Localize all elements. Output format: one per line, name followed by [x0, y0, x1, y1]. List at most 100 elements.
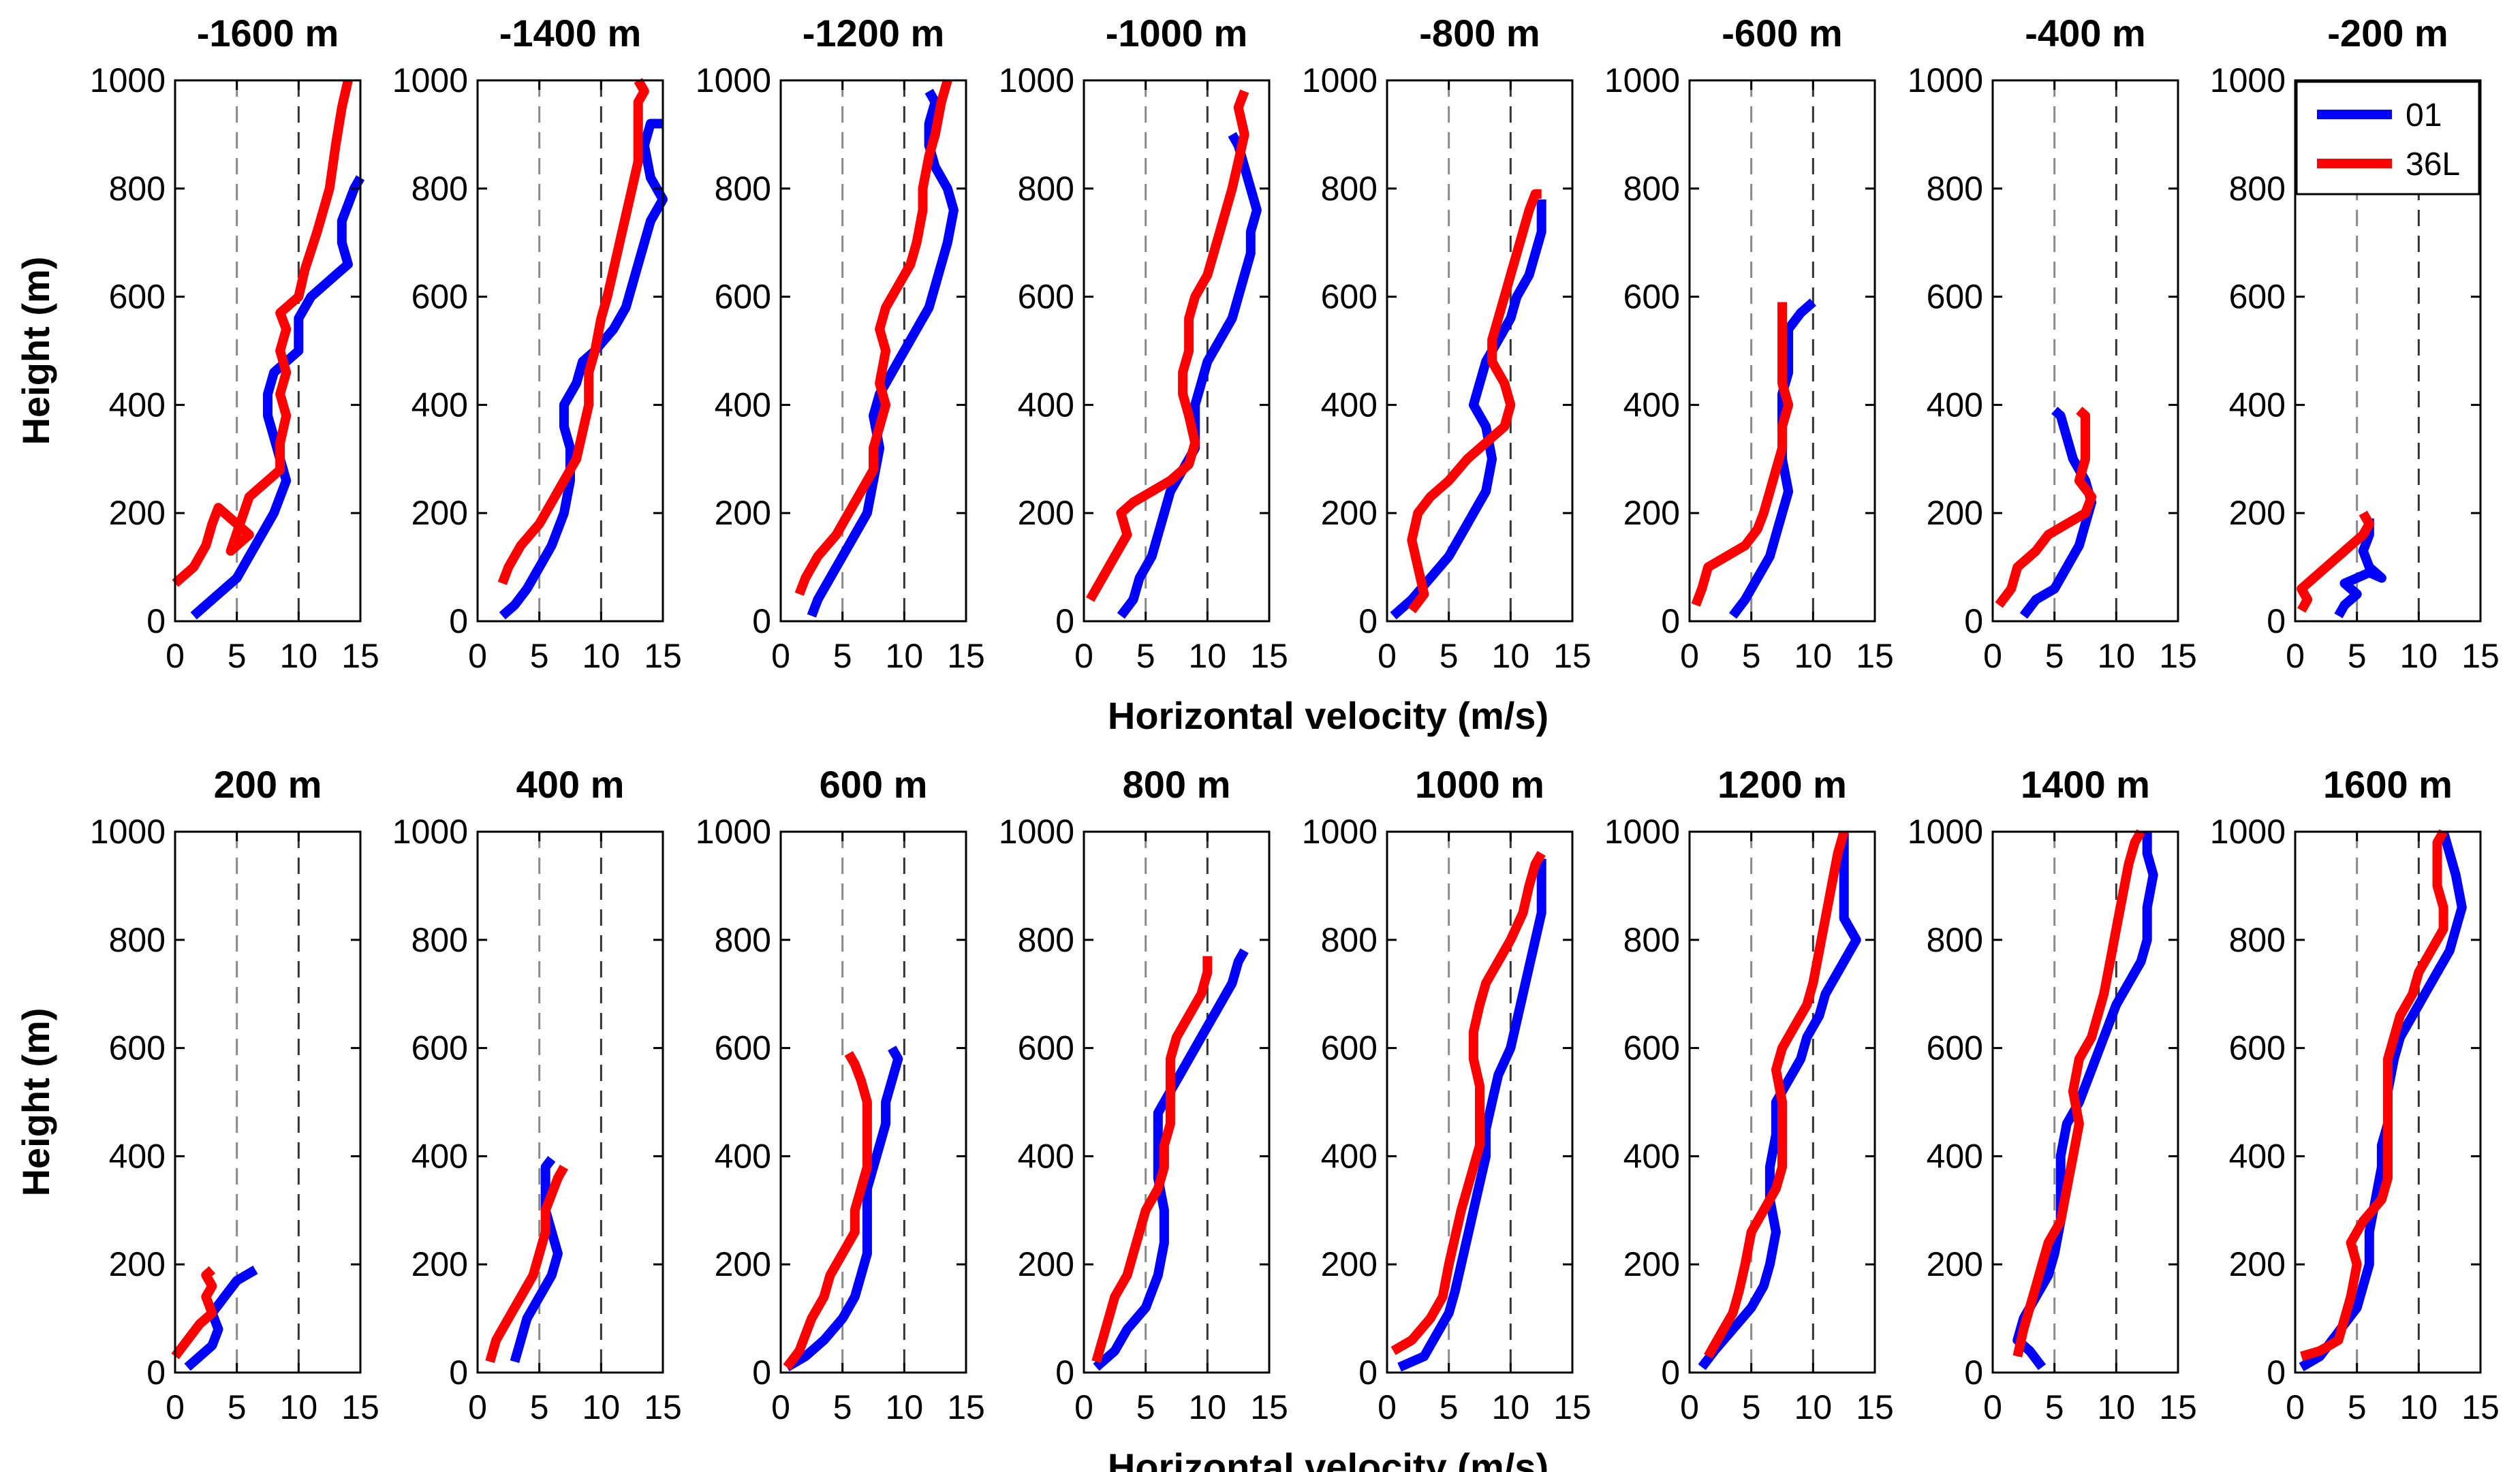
- y-tick-label: 400: [2229, 386, 2286, 424]
- x-tick-label: 10: [582, 637, 621, 675]
- x-tick-label: 15: [1250, 637, 1288, 675]
- x-tick-label: 0: [1983, 1388, 2002, 1426]
- panel-title: 200 m: [214, 763, 322, 806]
- x-tick-label: 5: [1136, 637, 1155, 675]
- x-tick-label: 0: [2286, 637, 2305, 675]
- y-tick-label: 400: [1018, 1137, 1074, 1175]
- x-tick-label: 15: [1553, 637, 1591, 675]
- y-tick-label: 600: [1927, 1029, 1983, 1067]
- y-tick-label: 0: [1964, 1353, 1983, 1392]
- panel-7: 0 5 10 15 0 200 400 600 800 1000 -400 m: [1908, 12, 2197, 675]
- y-tick-label: 200: [715, 1245, 771, 1283]
- panel-title: -1000 m: [1106, 12, 1248, 54]
- legend-box: [2295, 80, 2480, 195]
- y-tick-label: 800: [411, 921, 468, 959]
- panel-title: 400 m: [516, 763, 625, 806]
- panel-12: 0 5 10 15 0 200 400 600 800 1000 800 m: [999, 763, 1288, 1426]
- y-tick-label: 600: [1321, 278, 1378, 316]
- y-tick-label: 1000: [1604, 61, 1680, 99]
- y-tick-label: 200: [411, 494, 468, 532]
- y-tick-label: 800: [715, 921, 771, 959]
- x-tick-label: 10: [1492, 637, 1530, 675]
- y-tick-label: 800: [1927, 170, 1983, 208]
- y-tick-label: 0: [2267, 1353, 2286, 1392]
- y-tick-label: 400: [1321, 386, 1378, 424]
- y-tick-label: 0: [146, 602, 166, 640]
- panel-6: 0 5 10 15 0 200 400 600 800 1000 -600 m: [1604, 12, 1894, 675]
- x-tick-label: 0: [771, 637, 790, 675]
- y-tick-label: 400: [1623, 1137, 1680, 1175]
- x-tick-label: 10: [2098, 637, 2136, 675]
- series-line-01: [1728, 298, 1816, 619]
- legend-label-01: 01: [2406, 97, 2442, 134]
- panel-2: 0 5 10 15 0 200 400 600 800 1000 -1400 m: [392, 12, 682, 675]
- x-tick-label: 5: [833, 1388, 852, 1426]
- x-tick-label: 15: [1553, 1388, 1591, 1426]
- x-tick-label: 15: [2461, 637, 2500, 675]
- panel-title: -200 m: [2327, 12, 2448, 54]
- series-line-01: [1093, 948, 1249, 1371]
- x-tick-label: 0: [166, 1388, 185, 1426]
- y-tick-label: 600: [715, 1029, 771, 1067]
- panel-15: 0 5 10 15 0 200 400 600 800 1000 1400 m: [1908, 763, 2197, 1426]
- x-tick-label: 15: [341, 637, 379, 675]
- series-line-01: [2334, 518, 2386, 618]
- y-tick-label: 0: [1661, 1353, 1680, 1392]
- axes-frame: [1688, 830, 1876, 1374]
- y-tick-label: 800: [411, 170, 468, 208]
- x-tick-label: 10: [2098, 1388, 2136, 1426]
- series-line-01: [807, 89, 959, 618]
- y-tick-label: 200: [2229, 1245, 2286, 1283]
- y-tick-label: 800: [1623, 921, 1680, 959]
- x-tick-label: 0: [1074, 1388, 1093, 1426]
- y-tick-label: 400: [109, 386, 166, 424]
- panel-5: 0 5 10 15 0 200 400 600 800 1000 -800 m: [1302, 12, 1591, 675]
- axes-frame: [476, 830, 664, 1374]
- axes-frame: [174, 79, 362, 623]
- y-tick-label: 0: [1055, 602, 1074, 640]
- y-tick-label: 200: [1927, 494, 1983, 532]
- panel-title: -1400 m: [499, 12, 642, 54]
- panel-3: 0 5 10 15 0 200 400 600 800 1000 -1200 m: [696, 12, 985, 675]
- x-tick-label: 0: [166, 637, 185, 675]
- panel-14: 0 5 10 15 0 200 400 600 800 1000 1200 m: [1604, 763, 1894, 1426]
- x-tick-label: 15: [2159, 637, 2197, 675]
- series-line-01: [190, 175, 365, 620]
- x-tick-label: 0: [771, 1388, 790, 1426]
- x-tick-label: 10: [2400, 1388, 2438, 1426]
- axes-frame: [476, 79, 664, 623]
- x-tick-label: 0: [1680, 1388, 1699, 1426]
- x-tick-label: 5: [228, 1388, 247, 1426]
- series-line-36L: [497, 78, 649, 585]
- x-tick-label: 15: [1250, 1388, 1288, 1426]
- x-tick-label: 0: [1378, 637, 1397, 675]
- series-line-36L: [783, 1051, 872, 1371]
- y-tick-label: 600: [1321, 1029, 1378, 1067]
- series-line-36L: [1091, 956, 1213, 1364]
- y-tick-label: 800: [109, 921, 166, 959]
- x-axis-label: Horizontal velocity (m/s): [1108, 1445, 1549, 1472]
- y-tick-label: 600: [1623, 1029, 1680, 1067]
- panel-title: -1200 m: [803, 12, 945, 54]
- panel-title: 600 m: [820, 763, 928, 806]
- y-tick-label: 400: [1321, 1137, 1378, 1175]
- x-tick-label: 5: [1742, 637, 1761, 675]
- y-tick-label: 1000: [696, 813, 771, 851]
- panel-title: -600 m: [1722, 12, 1842, 54]
- x-tick-label: 10: [1794, 1388, 1833, 1426]
- x-tick-label: 15: [1856, 1388, 1894, 1426]
- y-tick-label: 0: [1358, 602, 1378, 640]
- y-tick-label: 600: [411, 278, 468, 316]
- y-tick-label: 400: [411, 1137, 468, 1175]
- x-tick-label: 15: [947, 637, 985, 675]
- series-line-36L: [485, 1164, 568, 1364]
- y-tick-label: 0: [752, 1353, 771, 1392]
- x-tick-label: 10: [1794, 637, 1833, 675]
- y-tick-label: 200: [1927, 1245, 1983, 1283]
- y-tick-label: 800: [1018, 170, 1074, 208]
- series-line-36L: [794, 79, 952, 596]
- y-tick-label: 800: [1321, 921, 1378, 959]
- y-tick-label: 200: [1018, 494, 1074, 532]
